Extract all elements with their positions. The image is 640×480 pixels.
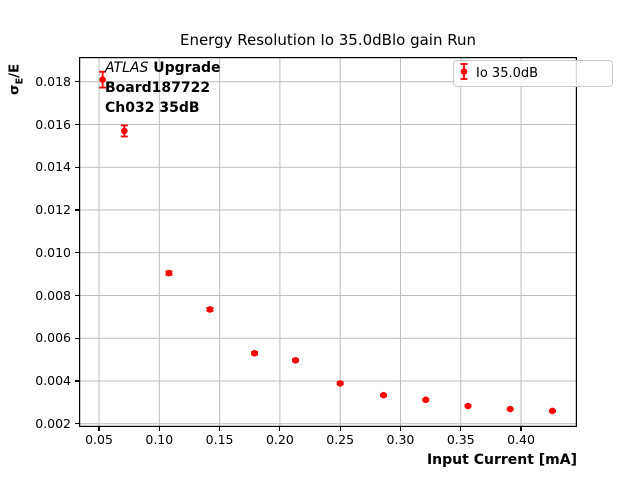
legend: Io 35.0dB [453, 60, 613, 87]
x-tick-label: 0.15 [205, 432, 234, 447]
y-tick-label: 0.010 [35, 244, 71, 260]
x-tick-label: 0.30 [386, 432, 415, 447]
y-tick-mark [74, 294, 79, 297]
x-tick-label: 0.25 [326, 432, 355, 447]
y-tick-label: 0.012 [35, 202, 71, 218]
x-tick-label: 0.35 [446, 432, 475, 447]
annotation-upgrade: Upgrade [153, 60, 221, 76]
x-tick-mark [520, 427, 522, 431]
errorbar-marker-icon [460, 63, 468, 80]
chart-title: Energy Resolution Io 35.0dBlo gain Run [179, 31, 477, 49]
y-tick-mark [74, 380, 79, 382]
y-tick-label: 0.006 [35, 330, 71, 346]
y-tick-mark [74, 81, 79, 83]
x-tick-label: 0.10 [145, 432, 174, 447]
annotation-line-2: Board187722 [105, 80, 211, 96]
y-tick-label: 0.016 [35, 116, 71, 132]
x-tick-mark [218, 427, 221, 431]
x-tick-mark [460, 427, 462, 431]
annotation: ATLAS Upgrade Board187722 Ch032 35dB [105, 58, 221, 118]
y-tick-mark [74, 252, 79, 254]
y-tick-mark [74, 209, 79, 211]
annotation-line-1: ATLAS Upgrade [105, 58, 221, 78]
annotation-line-3: Ch032 35dB [105, 100, 200, 116]
x-tick-mark [158, 427, 160, 431]
x-tick-mark [98, 427, 100, 431]
plot-area: ATLAS Upgrade Board187722 Ch032 35dB Io … [79, 57, 613, 427]
y-tick-label: 0.008 [35, 287, 71, 303]
x-axis-label: Input Current [mA] [426, 452, 577, 468]
y-tick-label: 0.018 [35, 73, 71, 89]
x-tick-label: 0.40 [507, 432, 535, 447]
x-tick-label: 0.20 [265, 432, 294, 447]
legend-label: Io 35.0dB [476, 66, 539, 81]
x-tick-mark [399, 427, 402, 431]
plot-canvas [79, 57, 577, 427]
y-tick-mark [74, 423, 79, 425]
y-axis-label: σE/E [6, 63, 26, 95]
annotation-atlas: ATLAS [105, 60, 149, 76]
x-tick-mark [339, 427, 341, 431]
y-tick-mark [74, 337, 79, 339]
y-tick-mark [74, 123, 79, 126]
y-tick-label: 0.014 [35, 159, 71, 175]
y-tick-label: 0.002 [35, 415, 71, 431]
x-tick-label: 0.05 [85, 432, 113, 447]
y-tick-label: 0.004 [35, 373, 71, 389]
x-tick-mark [279, 427, 281, 431]
y-tick-mark [74, 166, 79, 168]
